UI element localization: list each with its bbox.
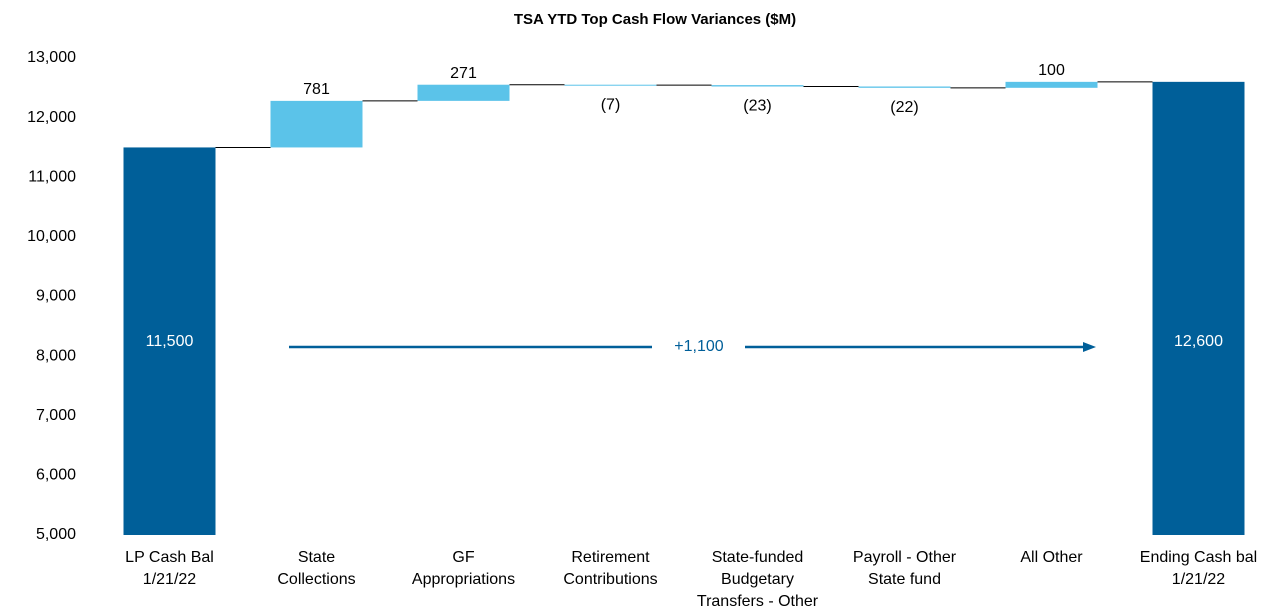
y-tick-label: 6,000 (36, 467, 76, 484)
y-tick-label: 7,000 (36, 407, 76, 424)
data-label: 11,500 (146, 333, 194, 350)
bar (858, 86, 951, 88)
data-label: 100 (1038, 62, 1065, 79)
x-tick-label: Payroll - Other (853, 549, 957, 566)
arrow-head (1083, 342, 1096, 352)
data-label: 12,600 (1174, 333, 1223, 350)
x-tick-label: 1/21/22 (1172, 571, 1225, 588)
x-tick-label: State fund (868, 571, 941, 588)
x-tick-label: Retirement (571, 549, 650, 566)
y-tick-label: 9,000 (36, 288, 76, 305)
x-tick-label: All Other (1020, 549, 1083, 566)
bar (1005, 81, 1098, 88)
x-tick-label: LP Cash Bal (125, 549, 214, 566)
x-tick-label: GF (452, 549, 474, 566)
bar (123, 147, 216, 535)
y-tick-label: 8,000 (36, 347, 76, 364)
x-tick-label: Ending Cash bal (1140, 549, 1257, 566)
y-tick-label: 11,000 (28, 168, 76, 185)
data-label: (23) (743, 98, 771, 115)
data-label: 781 (303, 81, 330, 98)
x-tick-label: State-funded (712, 549, 804, 566)
bar (417, 84, 510, 101)
x-tick-label: Collections (277, 571, 355, 588)
bar (564, 84, 657, 86)
x-tick-label: Appropriations (412, 571, 515, 588)
data-label: (7) (601, 96, 621, 113)
x-tick-label: Budgetary (721, 571, 794, 588)
x-tick-label: State (298, 549, 335, 566)
bar (711, 85, 804, 87)
data-label: 271 (450, 65, 477, 82)
y-tick-label: 10,000 (27, 228, 76, 245)
y-tick-label: 12,000 (27, 109, 76, 126)
x-tick-label: 1/21/22 (143, 571, 196, 588)
annotation: +1,100 (674, 338, 723, 355)
chart-title: TSA YTD Top Cash Flow Variances ($M) (514, 11, 796, 28)
bar (1152, 81, 1245, 535)
data-label: (22) (890, 99, 918, 116)
y-tick-label: 13,000 (27, 49, 76, 66)
y-tick-label: 5,000 (36, 526, 76, 543)
x-tick-label: Transfers - Other (697, 593, 819, 610)
bar (270, 100, 363, 148)
x-tick-label: Contributions (563, 571, 657, 588)
